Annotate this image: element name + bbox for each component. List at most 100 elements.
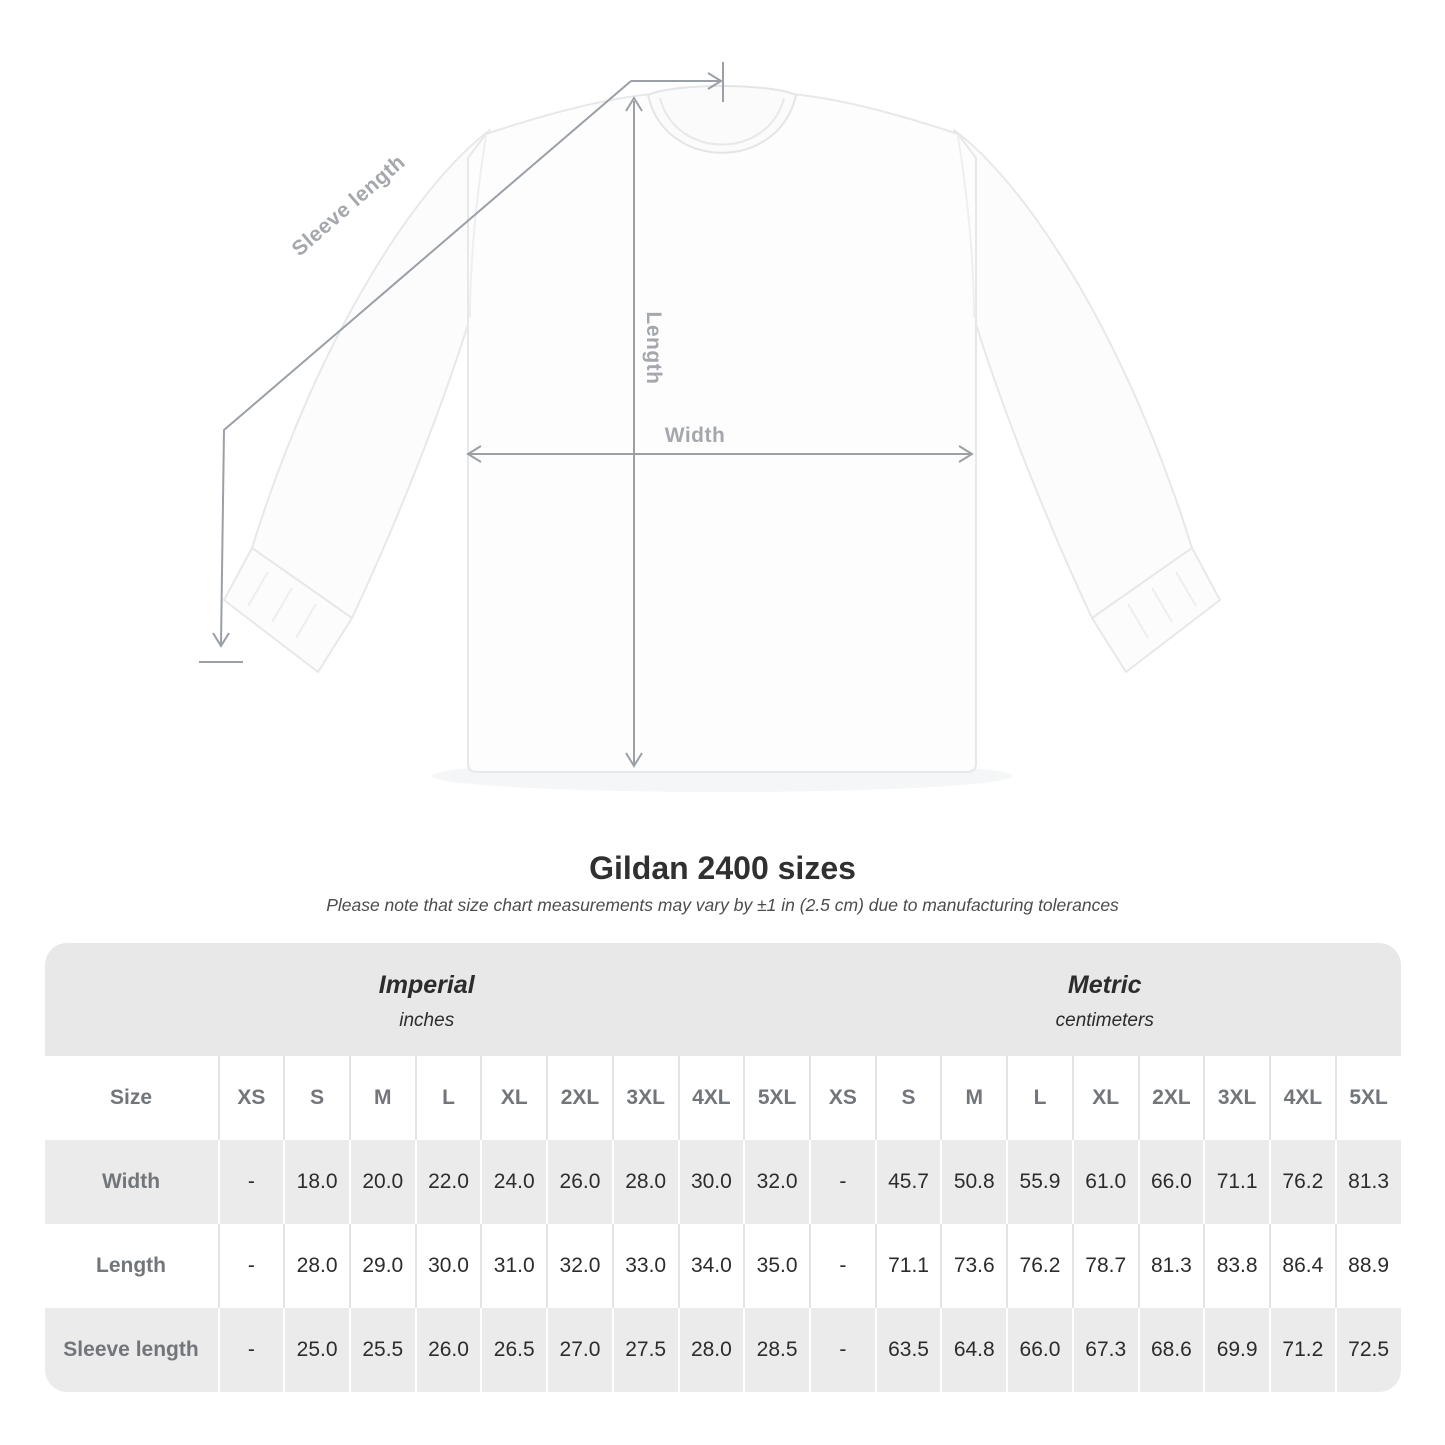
size-col-header: 2XL: [1137, 1056, 1204, 1140]
size-col-header: 4XL: [1269, 1056, 1335, 1140]
metric-group-title: Metric: [1067, 971, 1142, 999]
table-cell: 29.0: [348, 1224, 415, 1308]
size-col-header: L: [414, 1056, 481, 1140]
left-cuff: [223, 547, 353, 673]
table-cell: 71.1: [874, 1224, 941, 1308]
sleeve-arrowhead-right: [707, 72, 723, 90]
table-cell: -: [808, 1308, 875, 1392]
table-cell: 66.0: [1006, 1308, 1072, 1392]
table-cell: 35.0: [743, 1224, 809, 1308]
table-cell: 76.2: [1006, 1224, 1072, 1308]
table-cell: -: [808, 1140, 875, 1224]
table-cell: 55.9: [1006, 1140, 1072, 1224]
metric-group-header: Metric centimeters: [808, 943, 1401, 1056]
size-column-header: Size: [44, 1056, 218, 1140]
table-cell: 69.9: [1203, 1308, 1269, 1392]
imperial-group-unit: inches: [399, 1010, 455, 1031]
unit-group-row: Imperial inches Metric centimeters: [44, 943, 1401, 1056]
shirt-figure: Sleeve length Length Width: [199, 62, 1221, 792]
table-cell: 27.0: [546, 1308, 612, 1392]
table-cell: 28.0: [611, 1140, 678, 1224]
size-col-header: 2XL: [546, 1056, 612, 1140]
table-cell: 28.0: [677, 1308, 744, 1392]
shirt-body: [467, 93, 977, 773]
table-cell: 26.0: [546, 1140, 612, 1224]
row-label: Sleeve length: [63, 1338, 199, 1361]
row-label: Length: [96, 1254, 166, 1277]
right-cuff: [1091, 547, 1221, 673]
collar: [646, 85, 798, 154]
table-cell: 26.0: [414, 1308, 481, 1392]
table-cell: 81.3: [1137, 1224, 1204, 1308]
size-chart: Imperial inches Metric centimeters Size …: [44, 943, 1401, 1392]
size-col-header: L: [1006, 1056, 1072, 1140]
table-cell: 78.7: [1071, 1224, 1138, 1308]
table-cell: 26.5: [480, 1308, 546, 1392]
table-cell: 31.0: [480, 1224, 546, 1308]
right-armhole-seam: [957, 135, 975, 319]
imperial-group-header: Imperial inches: [44, 943, 809, 1056]
width-measure-label: Width: [664, 424, 726, 447]
size-col-header: M: [940, 1056, 1007, 1140]
table-cell: 88.9: [1334, 1224, 1401, 1308]
left-armhole-seam: [469, 135, 487, 319]
size-col-header: XS: [217, 1056, 284, 1140]
table-cell: 24.0: [480, 1140, 546, 1224]
sleeve-diagonal-line: [220, 80, 632, 645]
table-cell: 27.5: [611, 1308, 678, 1392]
table-cell: 76.2: [1269, 1140, 1335, 1224]
imperial-group-title: Imperial: [378, 971, 475, 999]
sleeve-arrowhead-down: [212, 632, 230, 648]
size-col-header: 3XL: [611, 1056, 678, 1140]
table-cell: 34.0: [677, 1224, 744, 1308]
right-cuff-ribs: [1127, 571, 1197, 639]
table-cell: 25.0: [283, 1308, 349, 1392]
table-cell: 81.3: [1334, 1140, 1401, 1224]
size-col-header: M: [348, 1056, 415, 1140]
size-col-header: XL: [1071, 1056, 1138, 1140]
size-col-header: XS: [808, 1056, 875, 1140]
table-cell: 71.1: [1203, 1140, 1269, 1224]
size-header-row: Size XS S M L XL 2XL 3XL 4XL 5XL XS S M …: [44, 1056, 1401, 1140]
length-arrowhead-down: [625, 752, 643, 768]
table-cell: 61.0: [1071, 1140, 1138, 1224]
table-cell: 71.2: [1269, 1308, 1335, 1392]
table-cell: 18.0: [283, 1140, 349, 1224]
size-col-header: XL: [480, 1056, 547, 1140]
table-cell: -: [217, 1224, 284, 1308]
metric-group-unit: centimeters: [1055, 1010, 1154, 1031]
table-cell: 30.0: [677, 1140, 744, 1224]
size-col-header: 3XL: [1203, 1056, 1269, 1140]
table-cell: 32.0: [546, 1224, 612, 1308]
table-cell: 25.5: [348, 1308, 415, 1392]
size-col-header: 5XL: [1334, 1056, 1401, 1140]
table-cell: 64.8: [940, 1308, 1006, 1392]
shirt-illustration: [199, 62, 1221, 792]
length-row: Length - 28.0 29.0 30.0 31.0 32.0 33.0 3…: [44, 1224, 1401, 1308]
table-cell: -: [217, 1140, 284, 1224]
right-sleeve: [953, 129, 1193, 619]
row-label: Width: [101, 1170, 161, 1193]
tolerance-note: Please note that size chart measurements…: [326, 895, 1119, 915]
table-cell: 20.0: [348, 1140, 415, 1224]
table-cell: 50.8: [940, 1140, 1006, 1224]
table-cell: 73.6: [940, 1224, 1006, 1308]
length-arrowhead-up: [625, 96, 643, 112]
size-col-header: 4XL: [677, 1056, 744, 1140]
table-cell: 72.5: [1334, 1308, 1401, 1392]
length-measure-label: Length: [642, 311, 665, 385]
width-row: Width - 18.0 20.0 22.0 24.0 26.0 28.0 30…: [44, 1140, 1401, 1224]
table-cell: 66.0: [1137, 1140, 1204, 1224]
table-cell: 86.4: [1269, 1224, 1335, 1308]
table-cell: 63.5: [874, 1308, 941, 1392]
title-block: Gildan 2400 sizes Please note that size …: [0, 850, 1445, 916]
left-sleeve: [251, 129, 491, 619]
size-col-header: 5XL: [743, 1056, 809, 1140]
table-cell: -: [217, 1308, 284, 1392]
left-cuff-ribs: [247, 571, 317, 639]
width-arrowhead-left: [466, 445, 482, 463]
table-cell: 30.0: [414, 1224, 481, 1308]
size-col-header: S: [283, 1056, 349, 1140]
sleeve-length-row: Sleeve length - 25.0 25.5 26.0 26.5 27.0…: [44, 1308, 1401, 1392]
